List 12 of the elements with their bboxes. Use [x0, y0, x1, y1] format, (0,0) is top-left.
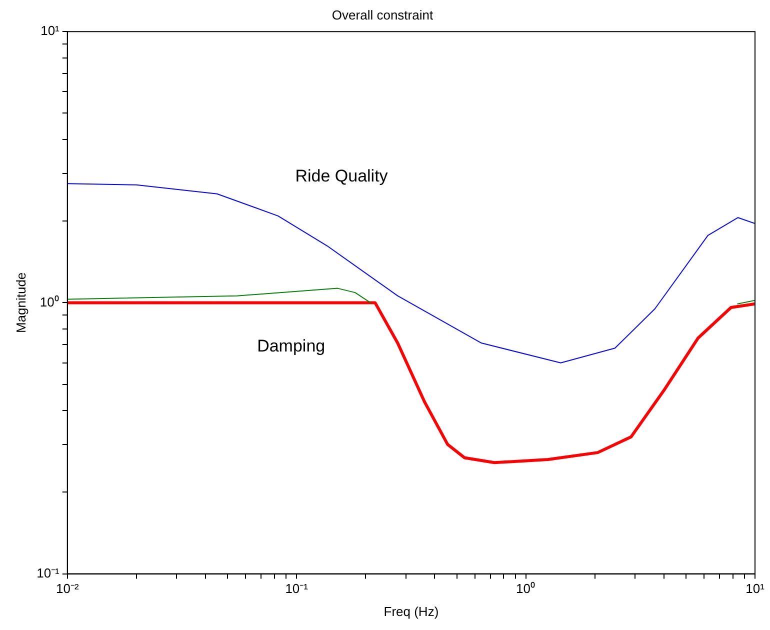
x-tick-label: 10⁻²	[56, 581, 80, 596]
x-axis-title: Freq (Hz)	[384, 604, 439, 619]
x-tick-label: 10⁰	[516, 581, 536, 596]
x-tick-label: 10¹	[746, 581, 766, 596]
series-label: Damping	[257, 336, 326, 356]
y-axis-title: Magnitude	[13, 272, 28, 334]
chart-title: Overall constraint	[332, 7, 434, 22]
y-tick-label: 10⁰	[40, 294, 60, 310]
text: Ride Quality	[295, 166, 388, 186]
y-tick-label: 10⁻¹	[36, 565, 60, 580]
y-tick-label: 10¹	[40, 23, 60, 38]
x-tick-label: 10⁻¹	[285, 581, 309, 596]
